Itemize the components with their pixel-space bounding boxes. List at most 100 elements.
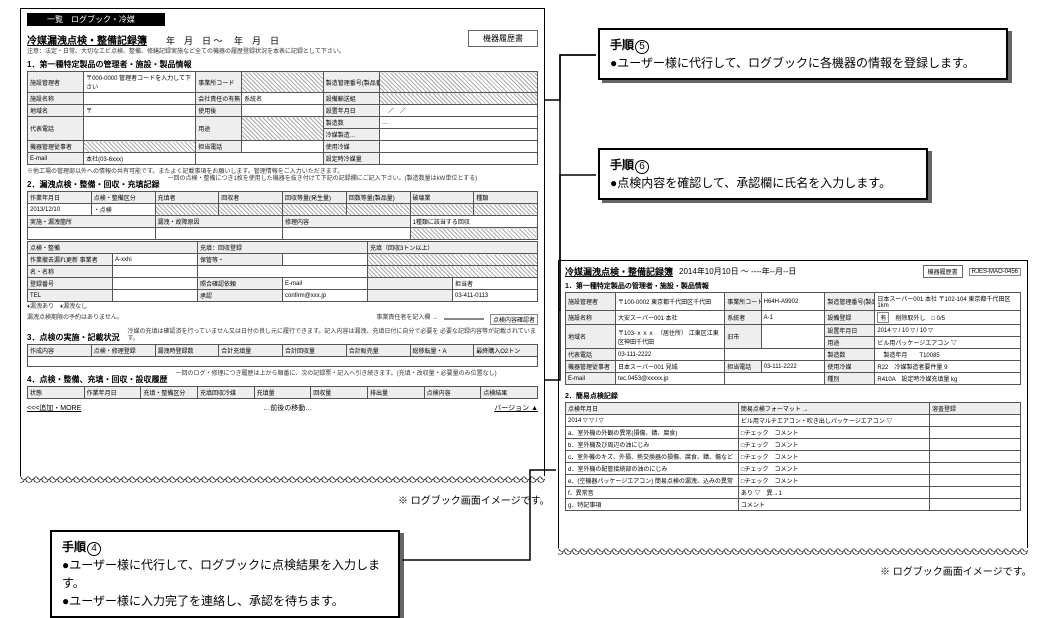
left-sec3-note: 冷媒の充填は確認済を行っていません又は日付の良し元に履行できます。記入内容は漏洩… (127, 329, 538, 343)
cell: 使用冷媒 (323, 141, 379, 153)
cell: 設定時冷媒量 (323, 153, 379, 165)
equipment-history-button[interactable]: 機器履歴書 (468, 30, 538, 47)
cell: 排出量 (367, 386, 424, 398)
wavy-tear-left (20, 476, 545, 484)
cell: 担当電話 (725, 361, 761, 373)
cell: 点検結果 (481, 386, 538, 398)
check-label: g．特記事項 (566, 499, 739, 511)
cell (410, 228, 538, 240)
cell: TEL (28, 290, 113, 302)
cell: 作業年月日 (28, 192, 92, 204)
cell: ・点検 (91, 204, 155, 216)
cell: 事業所コード (196, 72, 242, 93)
right-caption: ※ ログブック画面イメージです。 (880, 563, 1032, 578)
cell: A-xxhi (113, 254, 198, 266)
cell[interactable]: ビル用マルチエアコン・吹き出しパッケージエアコン ▽ (738, 415, 929, 427)
equipment-history-button[interactable]: 機器履歴書 (923, 265, 963, 278)
step-number: 4 (87, 542, 101, 556)
check-ctrl[interactable]: □チェック コメント (738, 439, 929, 451)
cell (198, 266, 368, 278)
cell: 充填者 (155, 192, 219, 204)
cell (84, 117, 196, 141)
check-label: c．室外機のキズ、外損、熱交換器の損傷、腐食、錆、傷など (566, 451, 739, 463)
cell: ／ ／ (379, 105, 537, 117)
cell: 設置年月日 (323, 105, 379, 117)
left-log-book-window: 一覧 ログブック・冷媒 冷媒漏洩点検・整備記録簿 年 月 日 〜 年 月 日 機… (20, 8, 545, 478)
cell: 製造管理番号(製品番号) (825, 293, 875, 311)
cell: 日本スーパー001 見城 (616, 361, 725, 373)
footer-more-link[interactable]: <<<追加・MORE (27, 403, 81, 413)
check-ctrl[interactable]: コメント (738, 499, 929, 511)
cell[interactable]: 2014 ▽ ▽ / ▽ (566, 415, 739, 427)
footer-center: …前後の移動… (263, 403, 312, 413)
cell (28, 228, 156, 240)
cell (929, 451, 1020, 463)
check-ctrl[interactable]: □チェック コメント (738, 463, 929, 475)
right-sec2-heading: 2．簡易点検記録 (565, 391, 1021, 401)
check-ctrl[interactable]: □チェック コメント (738, 427, 929, 439)
cell: 本社(03-6xxx) (84, 153, 196, 165)
right-sec1-heading: 1．第一種特定製品の管理者・施設・製品情報 (565, 281, 1021, 291)
cell: 名・名称 (28, 266, 113, 278)
cell (368, 266, 538, 278)
cell: 照合確認依頼 (198, 278, 283, 290)
cell (219, 204, 283, 216)
step-label: 手順 (610, 158, 634, 172)
cell (242, 72, 324, 93)
cell: 日本スーパー001 本社 〒102-104 東京都千代田区1km (875, 293, 1021, 311)
callout-line: ●ユーザー様に代行して、ログブックに各機器の情報を登録します。 (610, 54, 996, 72)
cell (725, 349, 825, 361)
cell: 充填回収冷媒 (197, 386, 254, 398)
cell: 製造管理番号(製品番号) (323, 72, 379, 93)
cell[interactable]: 2014 ▽ / 10 ▽ / 10 ▽ (875, 325, 1021, 337)
right-sec1-table: 施設管理者 〒100-0002 東京都千代田区千代田 事業所コード H64H-A… (565, 292, 1021, 385)
cell: 総移転量・A (410, 344, 474, 356)
left-sec1-table: 施設管理者 〒000-0000 管理者コードを入力して下さい 事業所コード 製造… (27, 71, 538, 165)
header-code: RJES-MAO-0456 (969, 268, 1021, 276)
cell: 充填量 (254, 386, 311, 398)
cell: 状態 (28, 386, 85, 398)
cell (379, 141, 537, 153)
cell: 破壊業 (410, 192, 474, 204)
callout-line: ●点検内容を確認して、承認欄に氏名を入力します。 (610, 174, 916, 192)
confirm-box[interactable]: 点検内容確認者 (490, 314, 538, 325)
cell: 使用後 (196, 105, 242, 117)
cell (283, 228, 411, 240)
left-sec2-table-b: 点検・整備 充填：回収登録 充填（回収3トン以上） 作業撤去漏れ更新 事業者 A… (27, 241, 538, 302)
cell (929, 499, 1020, 511)
cell[interactable]: ビル用パッケージエアコン ▽ (875, 337, 1021, 349)
cell: E-mail (566, 373, 616, 385)
cell: 漏洩時登録数 (155, 344, 219, 356)
responsible-input[interactable] (444, 318, 484, 320)
callout-step-6: 手順6 ●点検内容を確認して、承認欄に氏名を入力します。 (598, 148, 928, 200)
check-ctrl[interactable]: □チェック コメント (738, 451, 929, 463)
cell: 担当者 (453, 278, 538, 290)
cell (379, 72, 537, 93)
cell: 作業年月日 (84, 386, 141, 398)
cell: 03-111-2222 (761, 361, 825, 373)
cell (346, 204, 410, 216)
cell: R22 冷媒製造者要件量 9 (875, 361, 1021, 373)
cell (368, 278, 453, 290)
cell: 設置年月日 (825, 325, 875, 337)
cell: 作業撤去漏れ更新 事業者 (28, 254, 113, 266)
cell: 漏洩・故障原因 (155, 216, 283, 228)
check-ctrl[interactable]: □チェック コメント (738, 475, 929, 487)
window-tab[interactable]: 一覧 ログブック・冷媒 (27, 13, 165, 26)
cell: 地域名 (566, 325, 616, 349)
left-sec1-heading: 1．第一種特定製品の管理者・施設・製品情報 (27, 59, 538, 70)
cell (84, 141, 196, 153)
cell: 系統名 (242, 93, 324, 105)
left-sec4-table: 状態 作業年月日 充填・整備区分 充填回収冷媒 充填量 回収量 排出量 点検内容… (27, 386, 538, 399)
check-ctrl[interactable]: あり ▽ 異→1 (738, 487, 929, 499)
left-doc-title: 冷媒漏洩点検・整備記録簿 (27, 32, 147, 47)
cell (379, 93, 537, 105)
cell (761, 325, 825, 349)
cell (368, 254, 538, 266)
select[interactable]: 有 (877, 312, 889, 323)
cell: 機器管理従事者 (28, 141, 84, 153)
cell: 種別 (825, 373, 875, 385)
cell: 設備登録 (825, 311, 875, 325)
footer-version-link[interactable]: バージョン ▲ (494, 403, 538, 413)
cell: 用途 (825, 337, 875, 349)
